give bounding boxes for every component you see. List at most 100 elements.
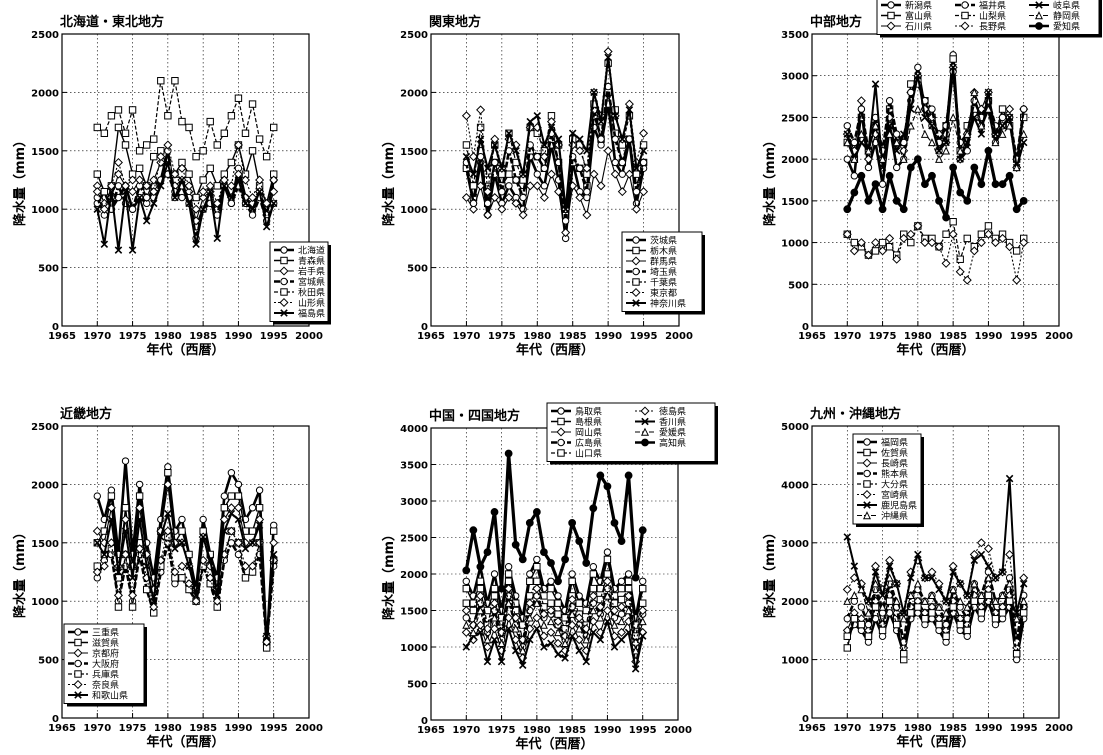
legend-label: 福島県 <box>298 308 325 320</box>
legend-label: 宮崎県 <box>881 489 908 501</box>
y-axis-label: 降水量（mm） <box>762 134 778 226</box>
data-point <box>1019 238 1029 248</box>
data-point <box>483 164 492 173</box>
data-point <box>575 599 583 607</box>
series-line <box>846 66 1025 169</box>
data-point <box>892 130 901 138</box>
data-point <box>121 181 131 191</box>
data-point <box>526 577 534 585</box>
legend-swatch-marker <box>74 670 82 678</box>
data-point <box>1012 247 1021 255</box>
data-point <box>843 155 851 163</box>
data-point <box>885 122 894 130</box>
data-point <box>170 169 180 179</box>
data-point <box>949 568 957 576</box>
data-point <box>519 193 527 202</box>
data-point <box>462 599 470 607</box>
data-point <box>461 605 471 616</box>
data-point <box>576 164 584 173</box>
series-line <box>465 620 644 670</box>
data-point <box>907 574 915 582</box>
legend-label: 岐阜県 <box>1053 0 1080 12</box>
data-point <box>255 135 264 143</box>
data-point <box>518 646 527 655</box>
data-point <box>213 182 221 190</box>
legend-label: 広島県 <box>575 437 602 449</box>
x-axis-label: 年代（西暦） <box>896 734 974 750</box>
data-point <box>533 170 541 178</box>
data-point <box>490 134 500 144</box>
legend-swatch-marker <box>557 407 565 415</box>
y-tick-label: 500 <box>407 264 428 275</box>
data-point <box>935 585 943 594</box>
data-point <box>483 657 492 666</box>
data-point <box>1012 614 1021 623</box>
data-point <box>532 181 542 191</box>
data-point <box>226 526 236 536</box>
x-tick-label: 1965 <box>798 723 826 734</box>
data-point <box>920 596 929 605</box>
data-point <box>596 471 605 480</box>
data-point <box>114 246 123 254</box>
data-point <box>977 121 986 130</box>
data-point <box>575 646 583 655</box>
x-axis-label: 年代（西暦） <box>515 736 593 752</box>
data-point <box>533 555 541 564</box>
data-point <box>149 175 159 185</box>
data-point <box>518 555 527 564</box>
data-point <box>849 246 859 256</box>
data-point <box>632 170 641 178</box>
chart-panel-6: 九州・沖縄地方 1965 1970 1975 1980 1985 1990 1995 2000 0… <box>762 406 1073 750</box>
data-point <box>504 570 513 578</box>
data-point <box>128 590 138 600</box>
legend-label: 福岡県 <box>881 437 908 449</box>
data-point <box>199 515 207 524</box>
data-point <box>121 129 130 137</box>
data-point <box>1005 113 1014 122</box>
data-point <box>596 181 606 191</box>
data-point <box>857 603 866 611</box>
data-point <box>142 562 151 570</box>
data-point <box>227 193 236 202</box>
data-point <box>928 574 936 582</box>
data-point <box>546 627 556 637</box>
data-point <box>532 598 541 607</box>
data-point <box>878 246 888 256</box>
data-point <box>991 574 1000 582</box>
chart-title: 北海道・東北地方 <box>60 14 164 30</box>
data-point <box>491 141 499 149</box>
data-point <box>970 579 979 588</box>
data-point <box>963 122 971 130</box>
x-tick-label: 1975 <box>488 331 516 342</box>
data-point <box>469 526 478 535</box>
data-point <box>121 187 130 196</box>
data-point <box>892 620 901 629</box>
data-point <box>990 238 1000 248</box>
y-tick-label: 3000 <box>781 72 809 83</box>
data-point <box>942 138 950 147</box>
series-4 <box>462 82 648 225</box>
data-point <box>135 193 144 202</box>
data-point <box>948 229 958 239</box>
x-axis-label: 年代（西暦） <box>146 734 224 750</box>
data-point <box>539 609 549 619</box>
series-2 <box>462 555 647 629</box>
data-point <box>163 479 173 489</box>
legend-swatch-marker <box>887 11 895 20</box>
data-point <box>93 492 101 500</box>
data-point <box>226 181 236 191</box>
data-point <box>1019 579 1028 588</box>
data-point <box>497 204 507 214</box>
data-point <box>92 187 102 197</box>
data-point <box>850 138 859 147</box>
data-point <box>533 577 541 585</box>
data-point <box>617 602 627 612</box>
data-point <box>843 644 851 652</box>
data-point <box>934 242 944 252</box>
data-point <box>843 122 851 130</box>
data-point <box>625 106 634 114</box>
data-point <box>892 608 902 618</box>
data-point <box>539 620 548 629</box>
legend-box <box>876 0 1100 35</box>
data-point <box>610 620 619 629</box>
